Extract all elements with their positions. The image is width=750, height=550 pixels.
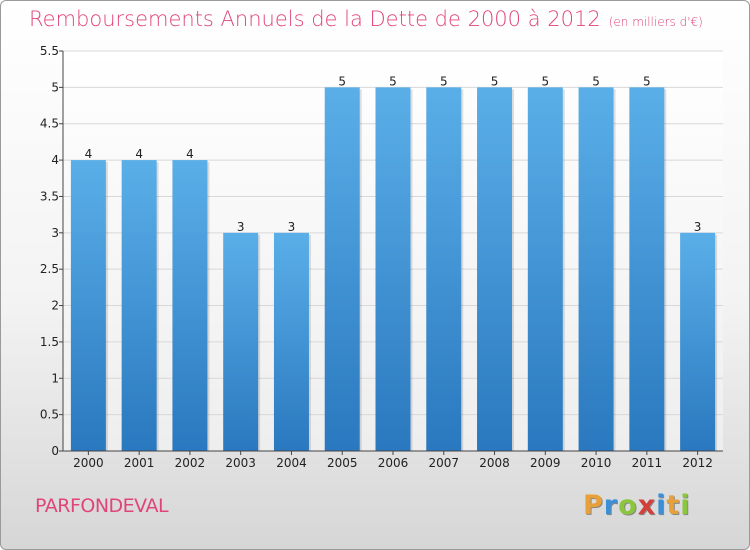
- y-tick-label: 4: [51, 153, 59, 167]
- x-tick-label: 2012: [682, 456, 713, 470]
- bar: [426, 87, 462, 451]
- logo-letter: t: [666, 490, 681, 521]
- y-tick-label: 5.5: [40, 44, 59, 58]
- data-label: 4: [85, 147, 93, 161]
- x-tick-label: 2006: [378, 456, 409, 470]
- data-label: 5: [491, 74, 499, 88]
- x-tick-label: 2011: [632, 456, 663, 470]
- y-tick-label: 0.5: [40, 408, 59, 422]
- logo-letter: x: [637, 490, 657, 521]
- data-label: 4: [186, 147, 194, 161]
- y-tick-label: 2.5: [40, 262, 59, 276]
- bar: [527, 87, 563, 451]
- data-label: 4: [135, 147, 143, 161]
- chart-title: Remboursements Annuels de la Dette de 20…: [29, 7, 703, 31]
- y-tick-label: 0: [51, 444, 59, 458]
- data-label: 3: [694, 220, 702, 234]
- y-tick-label: 1: [51, 371, 59, 385]
- logo-letter: i: [656, 490, 667, 521]
- y-tick-label: 3.5: [40, 189, 59, 203]
- bar: [477, 87, 513, 451]
- y-tick-label: 4.5: [40, 117, 59, 131]
- y-tick-label: 5: [51, 80, 59, 94]
- data-label: 5: [643, 74, 651, 88]
- data-label: 3: [237, 220, 245, 234]
- x-tick-label: 2002: [175, 456, 206, 470]
- x-tick-label: 2005: [327, 456, 358, 470]
- x-tick-label: 2003: [225, 456, 256, 470]
- data-label: 5: [440, 74, 448, 88]
- data-label: 3: [288, 220, 296, 234]
- chart-unit: (en milliers d'€): [608, 15, 703, 29]
- data-label: 5: [541, 74, 549, 88]
- logo-letter: i: [680, 490, 691, 521]
- x-tick-label: 2009: [530, 456, 561, 470]
- bar: [223, 232, 259, 451]
- bar: [121, 160, 157, 451]
- x-tick-label: 2001: [124, 456, 155, 470]
- x-tick-label: 2000: [73, 456, 104, 470]
- logo-letter: r: [603, 490, 619, 521]
- bar: [629, 87, 665, 451]
- proxiti-logo: Proxiti: [583, 490, 691, 521]
- y-tick-label: 3: [51, 226, 59, 240]
- x-tick-label: 2004: [276, 456, 307, 470]
- y-tick-label: 1.5: [40, 335, 59, 349]
- place-name: PARFONDEVAL: [35, 495, 169, 517]
- bar: [578, 87, 614, 451]
- chart-title-text: Remboursements Annuels de la Dette de 20…: [29, 7, 601, 31]
- bar: [273, 232, 309, 451]
- axes: 0 0.5 1 1.5 2 2.5 3 3.5 4 4.5 5 5.5 2000 2001 2002 2003…: [40, 44, 723, 470]
- bar: [172, 160, 208, 451]
- logo-letter: o: [618, 490, 638, 521]
- logo-letter: P: [583, 490, 604, 521]
- bar: [70, 160, 106, 451]
- bar: [375, 87, 411, 451]
- x-tick-label: 2008: [479, 456, 510, 470]
- x-tick-label: 2010: [581, 456, 612, 470]
- data-label: 5: [592, 74, 600, 88]
- data-label: 5: [389, 74, 397, 88]
- bars: 4 4 4 3 3 5 5 5 5 5 5 5 3: [70, 74, 718, 451]
- bar: [324, 87, 360, 451]
- y-tick-label: 2: [51, 299, 59, 313]
- bar: [680, 232, 716, 451]
- x-tick-label: 2007: [428, 456, 459, 470]
- data-label: 5: [338, 74, 346, 88]
